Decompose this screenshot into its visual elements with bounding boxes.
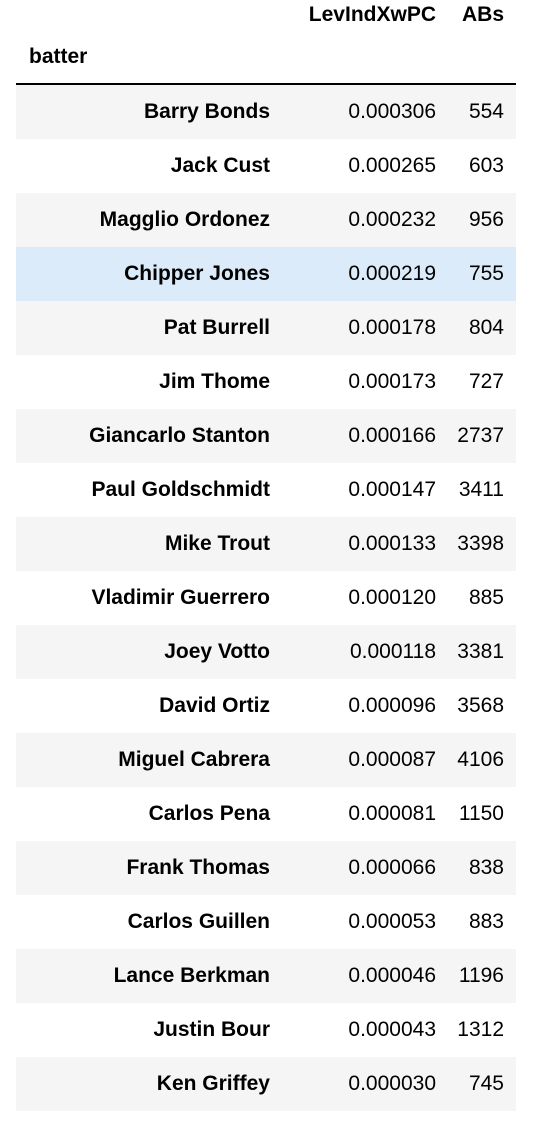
levindxwpc-cell: 0.000166	[348, 424, 436, 447]
abs-cell: 3398	[457, 532, 504, 555]
levindxwpc-cell: 0.000232	[348, 208, 436, 231]
column-header-levindxwpc: LevIndXwPC	[308, 3, 436, 26]
batter-name-cell: Miguel Cabrera	[118, 748, 270, 771]
levindxwpc-cell: 0.000087	[348, 748, 436, 771]
batter-name-cell: Jack Cust	[170, 154, 270, 177]
batter-name-cell: Paul Goldschmidt	[91, 478, 270, 501]
levindxwpc-cell: 0.000147	[348, 478, 436, 501]
batter-name-cell: Pat Burrell	[163, 316, 270, 339]
levindxwpc-cell: 0.000265	[348, 154, 436, 177]
batter-name-cell: Giancarlo Stanton	[89, 424, 270, 447]
batter-name-cell: Carlos Guillen	[127, 910, 270, 933]
batter-name-cell: Joey Votto	[164, 640, 270, 663]
blank-corner-cell	[16, 0, 270, 30]
table-body: Barry Bonds 0.000306 554 Jack Cust 0.000265 6…	[16, 84, 516, 1111]
table-row: Magglio Ordonez 0.000232 956	[16, 193, 516, 247]
abs-cell: 3411	[458, 478, 504, 501]
index-name-row: batter	[16, 30, 516, 85]
levindxwpc-cell: 0.000066	[348, 856, 436, 879]
levindxwpc-cell: 0.000118	[349, 640, 436, 663]
column-header-row: LevIndXwPC ABs	[16, 0, 516, 30]
levindxwpc-cell: 0.000219	[348, 262, 436, 285]
table-row: Miguel Cabrera 0.000087 4106	[16, 733, 516, 787]
abs-cell: 2737	[457, 424, 504, 447]
table-row: Paul Goldschmidt 0.000147 3411	[16, 463, 516, 517]
levindxwpc-cell: 0.000173	[348, 370, 436, 393]
table-row: Jim Thome 0.000173 727	[16, 355, 516, 409]
table-row: Barry Bonds 0.000306 554	[16, 84, 516, 139]
table-row: Jack Cust 0.000265 603	[16, 139, 516, 193]
table-row: Lance Berkman 0.000046 1196	[16, 949, 516, 1003]
levindxwpc-cell: 0.000030	[348, 1072, 436, 1095]
abs-cell: 554	[468, 100, 504, 123]
table-row: David Ortiz 0.000096 3568	[16, 679, 516, 733]
table-header: LevIndXwPC ABs batter	[16, 0, 516, 85]
levindxwpc-cell: 0.000043	[348, 1018, 436, 1041]
abs-cell: 1150	[458, 802, 504, 825]
table-row: Ken Griffey 0.000030 745	[16, 1057, 516, 1111]
table-row: Frank Thomas 0.000066 838	[16, 841, 516, 895]
levindxwpc-cell: 0.000053	[348, 910, 436, 933]
table-row: Carlos Pena 0.000081 1150	[16, 787, 516, 841]
batter-name-cell: Frank Thomas	[126, 856, 270, 879]
batter-name-cell: David Ortiz	[159, 694, 270, 717]
table-row: Joey Votto 0.000118 3381	[16, 625, 516, 679]
batter-name-cell: Chipper Jones	[124, 262, 270, 285]
batter-name-cell: Barry Bonds	[143, 100, 270, 123]
table-row: Justin Bour 0.000043 1312	[16, 1003, 516, 1057]
batter-name-cell: Justin Bour	[153, 1018, 270, 1041]
batter-name-cell: Ken Griffey	[156, 1072, 270, 1095]
index-name-spacer	[270, 30, 448, 85]
abs-cell: 603	[468, 154, 504, 177]
dataframe-output: LevIndXwPC ABs batter Barry Bonds 0.00030…	[16, 0, 516, 1111]
batter-name-cell: Lance Berkman	[113, 964, 270, 987]
batter-name-cell: Vladimir Guerrero	[91, 586, 270, 609]
table-row: Carlos Guillen 0.000053 883	[16, 895, 516, 949]
table-row: Vladimir Guerrero 0.000120 885	[16, 571, 516, 625]
levindxwpc-cell: 0.000133	[348, 532, 436, 555]
table-row: Mike Trout 0.000133 3398	[16, 517, 516, 571]
index-name-header: batter	[16, 30, 270, 85]
abs-cell: 838	[468, 856, 504, 879]
abs-cell: 4106	[457, 748, 504, 771]
table-row: Pat Burrell 0.000178 804	[16, 301, 516, 355]
abs-cell: 3568	[457, 694, 504, 717]
batter-name-cell: Carlos Pena	[148, 802, 270, 825]
abs-cell: 883	[468, 910, 504, 933]
table-row: Giancarlo Stanton 0.000166 2737	[16, 409, 516, 463]
abs-cell: 727	[468, 370, 504, 393]
abs-cell: 804	[468, 316, 504, 339]
abs-cell: 745	[468, 1072, 504, 1095]
batter-name-cell: Mike Trout	[164, 532, 270, 555]
levindxwpc-cell: 0.000178	[348, 316, 436, 339]
levindxwpc-cell: 0.000096	[348, 694, 436, 717]
batter-name-cell: Jim Thome	[159, 370, 270, 393]
levindxwpc-cell: 0.000306	[348, 100, 436, 123]
table-row: Chipper Jones 0.000219 755	[16, 247, 516, 301]
batter-name-cell: Magglio Ordonez	[99, 208, 270, 231]
dataframe-table: LevIndXwPC ABs batter Barry Bonds 0.00030…	[16, 0, 516, 1111]
abs-cell: 1312	[457, 1018, 504, 1041]
column-header-abs: ABs	[461, 3, 504, 26]
levindxwpc-cell: 0.000120	[348, 586, 436, 609]
levindxwpc-cell: 0.000081	[348, 802, 436, 825]
abs-cell: 1196	[458, 964, 504, 987]
levindxwpc-cell: 0.000046	[348, 964, 436, 987]
abs-cell: 956	[468, 208, 504, 231]
abs-cell: 3381	[457, 640, 504, 663]
abs-cell: 755	[468, 262, 504, 285]
abs-cell: 885	[468, 586, 504, 609]
index-name-spacer	[448, 30, 516, 85]
